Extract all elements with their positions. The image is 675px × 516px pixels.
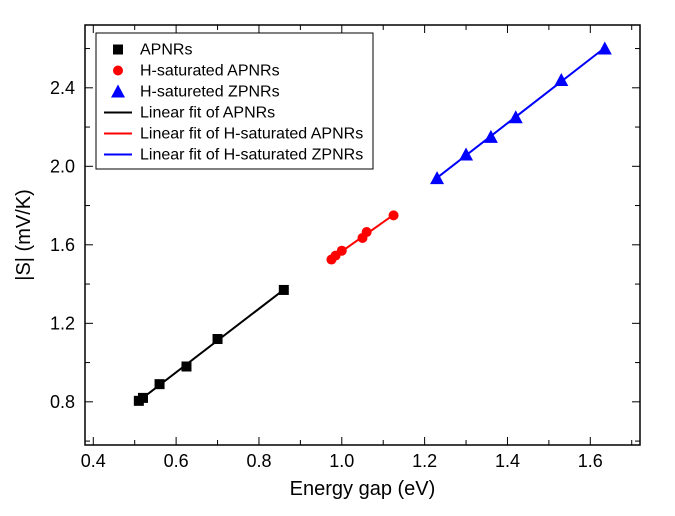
legend-label: H-satureted ZPNRs bbox=[140, 84, 280, 101]
y-axis-label: |S| (mV/K) bbox=[13, 189, 35, 281]
x-axis-label: Energy gap (eV) bbox=[290, 478, 436, 500]
legend-label: Linear fit of APNRs bbox=[140, 105, 275, 122]
chart-root: 0.4 0.6 0.8 1.0 1.2 1.4 1.6 0.8 1.2 1.6 2.0 2.4 Ener… bbox=[0, 0, 675, 516]
y-tick-label: 0.8 bbox=[50, 392, 75, 412]
x-tick-label: 1.2 bbox=[412, 451, 437, 471]
legend: APNRs H-saturated APNRs H-satureted ZPNRs L… bbox=[96, 33, 373, 169]
legend-label: Linear fit of H-saturated ZPNRs bbox=[140, 147, 363, 164]
y-tick-label: 2.4 bbox=[50, 78, 75, 98]
legend-label: APNRs bbox=[140, 42, 192, 59]
x-tick-label: 1.0 bbox=[329, 451, 354, 471]
legend-label: H-saturated APNRs bbox=[140, 63, 280, 80]
x-tick-label: 0.4 bbox=[81, 451, 106, 471]
y-tick-label: 1.6 bbox=[50, 235, 75, 255]
x-tick-label: 0.8 bbox=[246, 451, 271, 471]
legend-label: Linear fit of H-saturated APNRs bbox=[140, 126, 363, 143]
y-tick-label: 2.0 bbox=[50, 156, 75, 176]
y-tick-label: 1.2 bbox=[50, 313, 75, 333]
x-tick-label: 1.6 bbox=[578, 451, 603, 471]
x-tick-label: 0.6 bbox=[164, 451, 189, 471]
legend-symbol bbox=[113, 45, 123, 55]
legend-symbol bbox=[113, 66, 123, 76]
x-tick-label: 1.4 bbox=[495, 451, 520, 471]
